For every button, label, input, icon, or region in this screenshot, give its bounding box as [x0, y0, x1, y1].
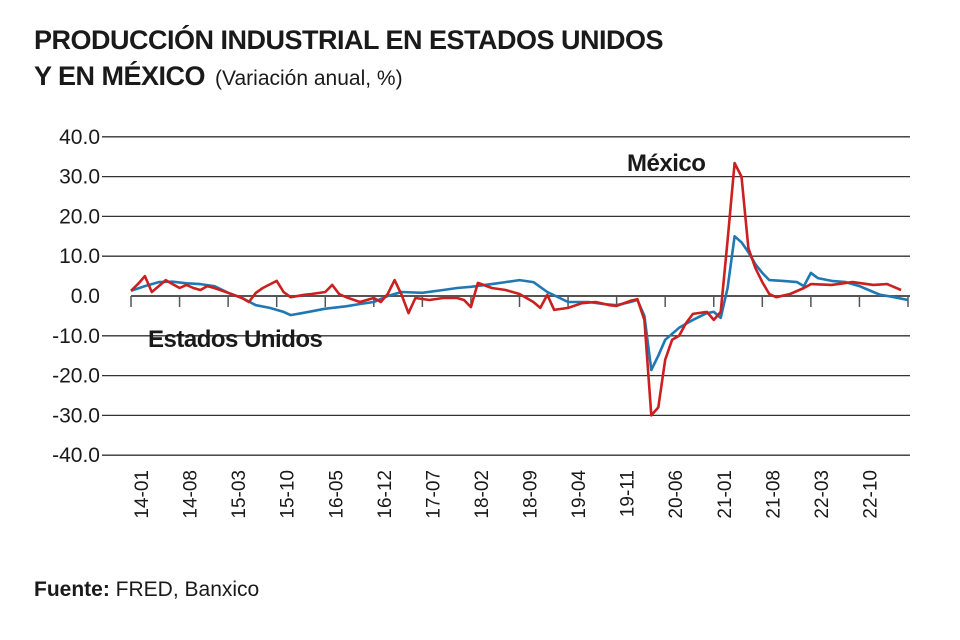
x-tick-label: 16-12 [375, 470, 396, 519]
x-tick-label: 15-10 [278, 470, 299, 519]
series-lines [130, 161, 909, 417]
x-tick-label: 15-03 [229, 470, 250, 519]
y-tick-label: -10.0 [52, 325, 100, 348]
x-tick-label: 21-08 [763, 470, 784, 519]
x-tick-label: 19-04 [569, 470, 590, 519]
series-line-mexico [130, 161, 902, 417]
x-axis-labels: 14-01 14-08 15-03 15-10 16-05 16-12 17-07 18-02… [132, 470, 881, 519]
source-note: Fuente: FRED, Banxico [34, 578, 259, 602]
chart-title-line-2: Y EN MÉXICO (Variación anual, %) [34, 60, 403, 95]
annotation-mexico: México [627, 150, 705, 177]
chart-subtitle: (Variación anual, %) [215, 67, 403, 90]
x-tick-label: 16-05 [326, 470, 347, 519]
y-tick-label: -30.0 [52, 404, 100, 427]
x-tick-label: 18-02 [472, 470, 493, 519]
y-tick-label: 0.0 [71, 285, 100, 308]
x-tick-label: 22-03 [812, 470, 833, 519]
y-tick-label: 40.0 [59, 126, 100, 149]
y-tick-label: -40.0 [52, 444, 100, 467]
x-tick-label: 17-07 [423, 470, 444, 519]
y-axis-labels: 40.0 30.0 20.0 10.0 0.0 -10.0 -20.0 -30.0 -40.0 [52, 126, 100, 467]
y-tick-label: -20.0 [52, 365, 100, 388]
chart-title-line-1: PRODUCCIÓN INDUSTRIAL EN ESTADOS UNIDOS [34, 25, 664, 55]
x-tick-label: 14-08 [181, 470, 202, 519]
x-tick-label: 14-01 [132, 470, 153, 519]
chart-title-line-2-text: Y EN MÉXICO [34, 61, 206, 91]
x-tick-label: 19-11 [618, 470, 639, 517]
gridlines [102, 136, 910, 456]
x-tick-label: 21-01 [715, 470, 736, 519]
x-tick-label: 20-06 [666, 470, 687, 519]
y-tick-label: 20.0 [59, 205, 100, 228]
source-label: Fuente: [34, 578, 110, 601]
x-tick-label: 22-10 [860, 470, 881, 519]
x-tick-label: 18-09 [521, 470, 542, 519]
source-text: FRED, Banxico [115, 578, 260, 601]
annotation-estados-unidos: Estados Unidos [148, 326, 323, 353]
y-tick-label: 30.0 [59, 166, 100, 189]
y-tick-label: 10.0 [59, 245, 100, 268]
